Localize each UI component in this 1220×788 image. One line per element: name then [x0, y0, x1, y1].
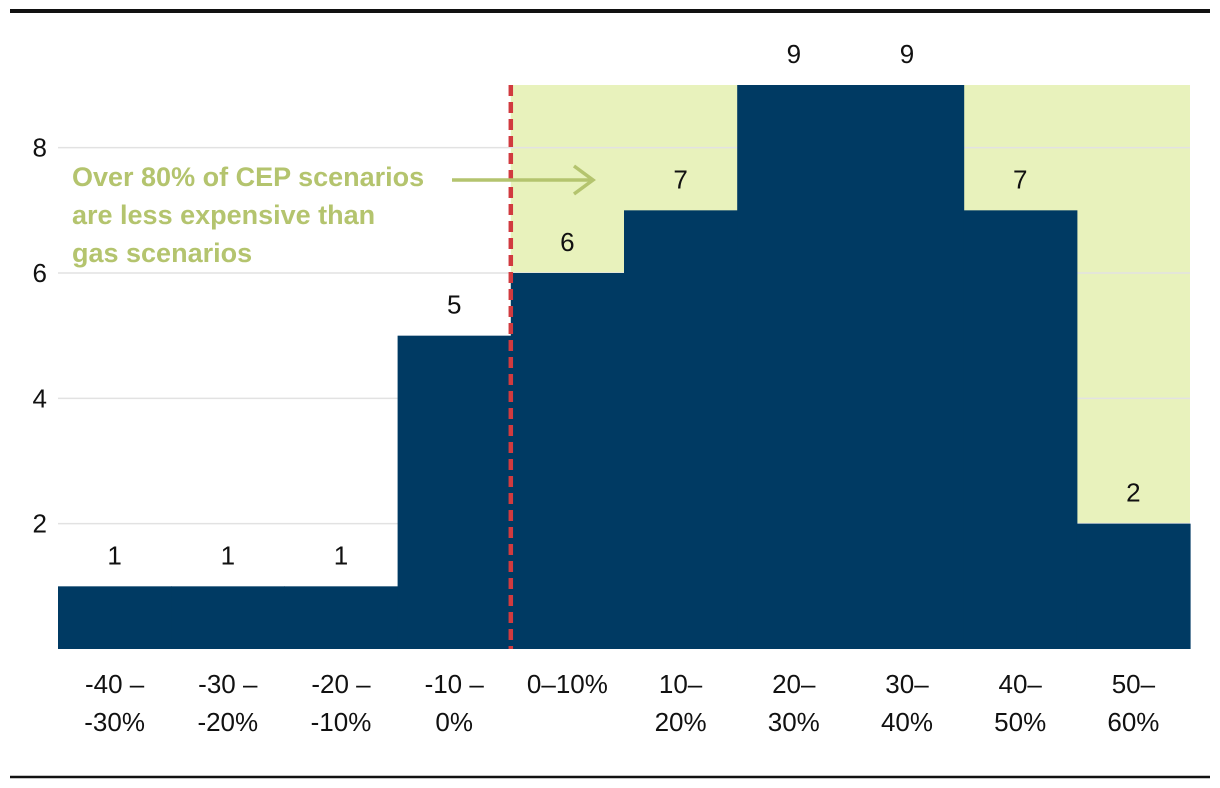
x-tick-label-line: 30–: [885, 669, 929, 699]
annotation-text: Over 80% of CEP scenarios: [72, 162, 424, 192]
x-tick-label-line: -10%: [311, 707, 372, 737]
x-tick-label-line: -20 –: [311, 669, 371, 699]
x-tick-label: 30– 40%: [881, 669, 933, 737]
y-tick-label: 6: [33, 258, 47, 288]
x-tick-label: 0–10%: [527, 669, 608, 699]
bar: [850, 85, 965, 649]
x-tick-label: -20 – -10%: [311, 669, 372, 737]
y-tick-label: 8: [33, 133, 47, 163]
data-label: 6: [560, 227, 574, 257]
annotation-group: Over 80% of CEP scenarios are less expens…: [72, 162, 596, 268]
bar: [284, 586, 399, 649]
data-label: 7: [673, 164, 687, 194]
x-tick-label-line: 40–: [999, 669, 1043, 699]
y-tick-labels: 2 4 6 8: [33, 133, 47, 539]
x-tick-label-line: 60%: [1107, 707, 1159, 737]
bar: [510, 273, 625, 649]
x-tick-label-line: 50%: [994, 707, 1046, 737]
annotation-text: gas scenarios: [72, 238, 252, 268]
data-label: 2: [1126, 478, 1140, 508]
data-label: 9: [900, 39, 914, 69]
data-label: 5: [447, 290, 461, 320]
x-tick-label-line: -10 –: [425, 669, 485, 699]
y-tick-label: 4: [33, 383, 47, 413]
x-tick-label-line: 0–10%: [527, 669, 608, 699]
x-tick-label: -10 – 0%: [425, 669, 485, 737]
x-tick-label-line: 0%: [435, 707, 473, 737]
x-tick-label-line: -30%: [84, 707, 145, 737]
data-label: 1: [334, 540, 348, 570]
x-tick-label-line: 30%: [768, 707, 820, 737]
data-label: 1: [221, 540, 235, 570]
x-tick-labels: -40 – -30% -30 – -20% -20 – -10% -10 – 0% 0–10% 1…: [84, 669, 1159, 737]
x-tick-label-line: 40%: [881, 707, 933, 737]
arrow-right-icon: [572, 164, 596, 196]
data-label: 1: [107, 540, 121, 570]
x-tick-label-line: -20%: [197, 707, 258, 737]
x-tick-label-line: 50–: [1112, 669, 1156, 699]
bars-layer: [58, 85, 1191, 650]
bar: [397, 335, 512, 649]
x-tick-label: 40– 50%: [994, 669, 1046, 737]
x-tick-label: 10– 20%: [655, 669, 707, 737]
bar: [963, 210, 1078, 650]
bar: [737, 85, 851, 649]
bar: [624, 210, 738, 650]
annotation-text: are less expensive than: [72, 200, 375, 230]
bar: [58, 586, 172, 649]
x-tick-label-line: -40 –: [85, 669, 145, 699]
bar: [1076, 523, 1191, 649]
y-tick-label: 2: [33, 509, 47, 539]
x-tick-label-line: 20–: [772, 669, 816, 699]
data-label: 9: [787, 39, 801, 69]
x-tick-label-line: -30 –: [198, 669, 258, 699]
x-tick-label: -30 – -20%: [197, 669, 258, 737]
data-label: 7: [1013, 164, 1027, 194]
x-tick-label-line: 20%: [655, 707, 707, 737]
x-tick-label: 50– 60%: [1107, 669, 1159, 737]
x-tick-label: 20– 30%: [768, 669, 820, 737]
x-tick-label-line: 10–: [659, 669, 703, 699]
bar: [171, 586, 285, 649]
x-tick-label: -40 – -30%: [84, 669, 145, 737]
data-labels: 1 1 1 5 6 7 9 9 7 2: [107, 39, 1140, 570]
